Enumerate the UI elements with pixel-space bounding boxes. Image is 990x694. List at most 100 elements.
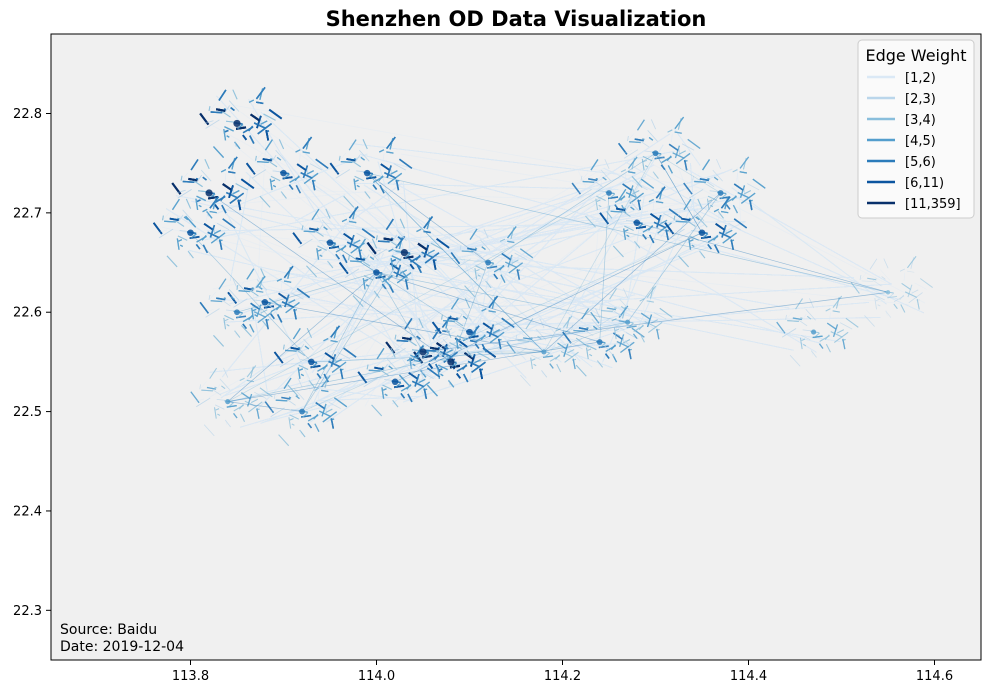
od-edge bbox=[327, 260, 330, 267]
od-edge bbox=[338, 367, 416, 392]
od-edge bbox=[403, 182, 425, 391]
od-edge bbox=[655, 153, 662, 160]
od-edge bbox=[249, 324, 255, 333]
od-edge bbox=[515, 334, 518, 340]
od-edge bbox=[430, 278, 527, 379]
od-edge bbox=[501, 252, 512, 261]
od-edge bbox=[224, 213, 440, 378]
od-edge bbox=[414, 328, 426, 341]
od-edge bbox=[311, 208, 320, 221]
od-edge bbox=[475, 244, 481, 252]
od-edge bbox=[219, 378, 230, 391]
od-edge bbox=[432, 326, 612, 360]
od-edge bbox=[875, 295, 885, 301]
od-edge bbox=[593, 180, 603, 188]
od-edge bbox=[176, 238, 180, 250]
od-edge bbox=[387, 274, 393, 281]
od-edge bbox=[432, 326, 612, 360]
od-edge bbox=[685, 168, 892, 285]
od-edge bbox=[232, 299, 242, 303]
od-edge bbox=[665, 229, 669, 240]
od-edge bbox=[731, 187, 887, 305]
od-edge bbox=[380, 163, 391, 171]
od-edge bbox=[800, 317, 803, 319]
od-edge bbox=[739, 171, 747, 174]
od-edge bbox=[410, 196, 584, 270]
od-edge bbox=[463, 133, 670, 271]
od-edge bbox=[342, 254, 348, 264]
od-edge bbox=[342, 182, 403, 228]
od-edge bbox=[614, 307, 617, 309]
od-edge bbox=[480, 239, 491, 251]
od-edge bbox=[596, 318, 611, 328]
od-edge bbox=[204, 151, 675, 241]
od-edge bbox=[382, 388, 387, 391]
od-edge bbox=[388, 365, 393, 370]
od-edge bbox=[295, 194, 346, 222]
od-edge bbox=[268, 160, 278, 168]
od-edge bbox=[432, 326, 612, 360]
od-edge bbox=[683, 198, 692, 211]
od-edge bbox=[560, 341, 593, 368]
od-edge bbox=[603, 345, 615, 357]
od-edge bbox=[331, 361, 347, 373]
od-edge bbox=[393, 163, 406, 171]
od-edge bbox=[743, 190, 752, 195]
od-edge bbox=[406, 384, 412, 390]
od-edge bbox=[368, 249, 379, 261]
od-edge bbox=[428, 226, 623, 264]
od-edge bbox=[214, 221, 335, 267]
od-edge bbox=[591, 318, 602, 331]
od-edge bbox=[602, 215, 664, 363]
od-edge bbox=[268, 285, 419, 330]
od-edge bbox=[317, 331, 456, 402]
od-edge bbox=[386, 165, 392, 179]
od-edge bbox=[334, 170, 344, 174]
od-edge bbox=[246, 379, 255, 383]
od-edge bbox=[295, 349, 306, 357]
od-edge bbox=[495, 322, 509, 330]
od-edge bbox=[875, 295, 885, 301]
od-edge bbox=[301, 252, 405, 412]
od-edge bbox=[562, 349, 613, 369]
od-edge bbox=[311, 275, 384, 373]
od-edge bbox=[625, 195, 645, 314]
od-edge bbox=[328, 401, 341, 409]
od-edge bbox=[338, 367, 416, 392]
od-edge bbox=[372, 251, 381, 285]
od-edge bbox=[590, 159, 599, 171]
od-edge bbox=[175, 195, 790, 309]
od-edge bbox=[371, 202, 527, 361]
od-edge bbox=[623, 228, 627, 240]
od-edge bbox=[368, 369, 381, 372]
od-edge bbox=[190, 391, 200, 404]
od-edge bbox=[690, 163, 696, 230]
od-edge bbox=[188, 249, 611, 349]
od-edge bbox=[361, 228, 376, 239]
od-edge bbox=[367, 361, 375, 369]
od-edge bbox=[404, 252, 489, 263]
od-edge bbox=[315, 233, 405, 392]
od-edge bbox=[296, 287, 310, 299]
od-edge bbox=[281, 154, 466, 379]
od-edge bbox=[410, 196, 584, 270]
od-edge bbox=[264, 139, 273, 151]
od-edge bbox=[559, 332, 561, 341]
od-edge bbox=[215, 383, 221, 391]
od-edge bbox=[599, 212, 609, 225]
od-edge bbox=[330, 340, 338, 343]
od-edge bbox=[212, 389, 222, 396]
od-edge bbox=[483, 228, 489, 239]
od-edge bbox=[675, 152, 691, 165]
od-edge bbox=[309, 163, 323, 171]
od-edge bbox=[795, 298, 803, 310]
od-edge bbox=[508, 262, 524, 274]
od-edge bbox=[860, 272, 867, 280]
od-edge bbox=[223, 283, 892, 323]
od-edge bbox=[440, 373, 444, 377]
od-edge bbox=[253, 310, 269, 397]
od-node bbox=[485, 259, 491, 266]
od-edge bbox=[294, 388, 305, 400]
od-edge bbox=[224, 105, 230, 113]
od-edge bbox=[616, 340, 629, 348]
